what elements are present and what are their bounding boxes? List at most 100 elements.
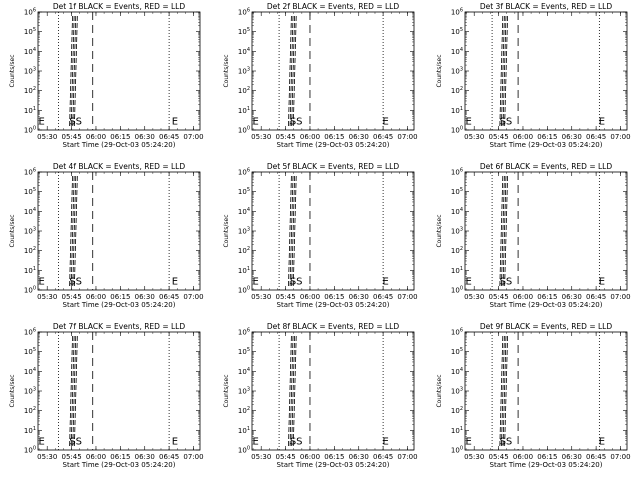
dashed-cluster-line — [502, 13, 507, 127]
y-tick-label: 104 — [24, 367, 36, 376]
y-axis-label: Counts/sec — [9, 54, 16, 87]
x-tick-label: 05:30 — [464, 293, 484, 301]
y-axis-label: Counts/sec — [223, 54, 230, 87]
y-tick-label: 105 — [24, 187, 36, 196]
panel-title: Det 8f BLACK = Events, RED = LLD — [267, 322, 400, 331]
y-tick-label: 106 — [238, 168, 250, 177]
y-axis-label: Counts/sec — [223, 214, 230, 247]
x-tick-label: 06:30 — [562, 453, 582, 461]
marker-label: E — [382, 117, 388, 128]
x-tick-label: 06:15 — [537, 453, 557, 461]
x-tick-label: 07:00 — [183, 133, 203, 141]
x-tick-label: 06:45 — [586, 453, 606, 461]
y-tick-label: 106 — [451, 168, 463, 177]
x-tick-label: 05:30 — [37, 133, 57, 141]
detector-panel: Det 7f BLACK = Events, RED = LLD 100 101 10… — [9, 322, 204, 469]
detector-panel: Det 4f BLACK = Events, RED = LLD 100 101 10… — [9, 162, 204, 309]
x-tick-label: 06:45 — [159, 453, 179, 461]
dashed-cluster-line — [72, 13, 77, 127]
marker-label: E — [465, 437, 471, 448]
dashed-cluster-line — [72, 173, 77, 287]
dashed-cluster-line — [72, 333, 77, 447]
dashed-cluster-line — [502, 173, 507, 287]
marker-label: E — [382, 437, 388, 448]
y-tick-label: 100 — [24, 286, 36, 295]
x-tick-label: 05:45 — [61, 453, 81, 461]
x-tick-label: 07:00 — [183, 293, 203, 301]
x-tick-label: 07:00 — [397, 133, 417, 141]
x-tick-label: 05:30 — [251, 133, 271, 141]
y-tick-label: 104 — [24, 47, 36, 56]
y-tick-label: 103 — [238, 67, 250, 76]
marker-label: SS — [69, 277, 82, 288]
marker-label: SS — [290, 277, 303, 288]
x-tick-label: 06:45 — [586, 133, 606, 141]
marker-label: E — [38, 437, 44, 448]
x-axis-label: Start Time (29-Oct-03 05:24:20) — [63, 141, 176, 149]
marker-label: E — [172, 437, 178, 448]
y-tick-label: 103 — [451, 387, 463, 396]
x-tick-label: 06:00 — [513, 133, 533, 141]
x-tick-label: 06:15 — [110, 293, 130, 301]
y-tick-label: 101 — [238, 426, 250, 435]
y-tick-label: 104 — [24, 207, 36, 216]
x-tick-label: 06:00 — [86, 293, 106, 301]
marker-label: SS — [290, 437, 303, 448]
detector-panel: Det 1f BLACK = Events, RED = LLD 100 101 10… — [9, 2, 204, 149]
plot-frame — [464, 171, 628, 291]
x-tick-label: 06:45 — [586, 293, 606, 301]
detector-panel: Det 2f BLACK = Events, RED = LLD 100 101 10… — [223, 2, 418, 149]
y-tick-label: 106 — [24, 168, 36, 177]
dashed-cluster-line — [70, 173, 75, 287]
marker-label: SS — [500, 117, 513, 128]
x-tick-label: 07:00 — [397, 293, 417, 301]
y-tick-label: 102 — [451, 406, 463, 415]
x-tick-label: 07:00 — [397, 453, 417, 461]
y-tick-label: 100 — [238, 126, 250, 135]
y-tick-label: 105 — [451, 187, 463, 196]
x-tick-label: 06:00 — [300, 453, 320, 461]
x-tick-label: 05:45 — [275, 293, 295, 301]
y-tick-label: 100 — [451, 286, 463, 295]
plot-frame — [251, 171, 415, 291]
x-axis-label: Start Time (29-Oct-03 05:24:20) — [63, 461, 176, 469]
x-tick-label: 06:15 — [324, 293, 344, 301]
marker-label: E — [252, 277, 258, 288]
x-axis-label: Start Time (29-Oct-03 05:24:20) — [63, 301, 176, 309]
y-tick-label: 101 — [238, 266, 250, 275]
dashed-cluster-line — [70, 13, 75, 127]
x-tick-label: 05:45 — [275, 453, 295, 461]
marker-label: SS — [500, 437, 513, 448]
y-tick-label: 103 — [238, 227, 250, 236]
y-tick-label: 100 — [24, 446, 36, 455]
y-tick-label: 101 — [24, 426, 36, 435]
y-tick-label: 103 — [238, 387, 250, 396]
marker-label: E — [252, 437, 258, 448]
y-tick-label: 106 — [24, 8, 36, 17]
y-tick-label: 104 — [451, 207, 463, 216]
marker-label: E — [382, 277, 388, 288]
dashed-cluster-line — [291, 13, 296, 127]
x-axis-label: Start Time (29-Oct-03 05:24:20) — [277, 301, 390, 309]
dashed-cluster-line — [504, 13, 509, 127]
plot-frame — [37, 171, 201, 291]
dashed-cluster-line — [292, 333, 297, 447]
dashed-cluster-line — [288, 173, 292, 287]
panel-title: Det 3f BLACK = Events, RED = LLD — [480, 2, 613, 11]
x-tick-label: 06:00 — [86, 133, 106, 141]
y-tick-label: 100 — [24, 126, 36, 135]
panel-title: Det 2f BLACK = Events, RED = LLD — [267, 2, 400, 11]
detector-panel: Det 5f BLACK = Events, RED = LLD 100 101 10… — [223, 162, 418, 309]
x-tick-label: 06:30 — [349, 133, 369, 141]
x-tick-label: 05:30 — [251, 293, 271, 301]
x-tick-label: 05:30 — [37, 293, 57, 301]
y-tick-label: 105 — [238, 187, 250, 196]
x-tick-label: 06:00 — [86, 453, 106, 461]
y-tick-label: 102 — [238, 86, 250, 95]
dashed-cluster-line — [288, 13, 292, 127]
marker-label: E — [599, 277, 605, 288]
dashed-cluster-line — [499, 13, 504, 127]
x-tick-label: 06:45 — [373, 293, 393, 301]
dashed-cluster-line — [501, 333, 505, 447]
